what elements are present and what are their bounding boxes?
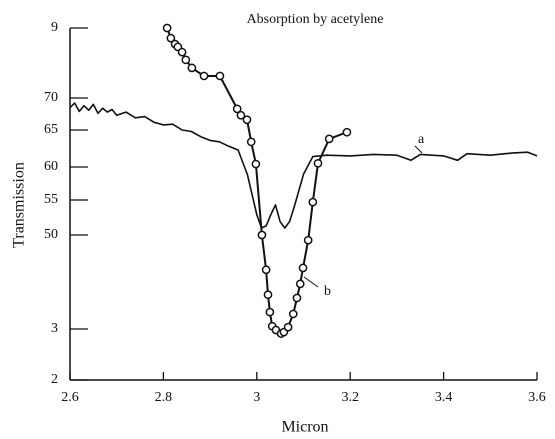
data-point — [261, 265, 271, 275]
data-point — [246, 137, 256, 147]
y-tick-label: 9 — [51, 20, 58, 35]
data-point — [298, 263, 308, 273]
data-point — [181, 55, 191, 65]
leader-line — [303, 276, 319, 288]
y-tick-label: 65 — [44, 122, 58, 137]
x-tick-label: 3 — [253, 390, 260, 405]
data-point — [187, 63, 197, 73]
data-point — [199, 71, 209, 81]
data-point — [257, 230, 267, 240]
x-tick-label: 3.6 — [528, 390, 546, 405]
series-line — [166, 27, 348, 335]
y-tick-label: 60 — [44, 159, 58, 174]
x-tick-label: 3.4 — [435, 390, 453, 405]
data-point — [308, 197, 318, 207]
data-point — [283, 322, 293, 332]
data-point — [162, 23, 172, 33]
x-axis-label: Micron — [281, 419, 328, 436]
y-tick-label: 70 — [44, 90, 58, 105]
data-point — [288, 309, 298, 319]
y-tick-label: 3 — [51, 321, 58, 336]
data-point — [232, 104, 242, 114]
data-point — [342, 127, 352, 137]
annotation: b — [324, 284, 331, 299]
data-point — [166, 33, 176, 43]
x-tick-label: 3.2 — [341, 390, 359, 405]
y-tick-label: 2 — [51, 372, 58, 387]
leader-line — [414, 145, 423, 154]
series-line — [69, 102, 538, 229]
data-point — [303, 235, 313, 245]
data-point — [177, 47, 187, 57]
x-tick-label: 2.6 — [61, 390, 79, 405]
data-point — [236, 110, 246, 120]
annotation: a — [418, 132, 425, 147]
data-point — [215, 71, 225, 81]
y-axis-label: Transmission — [11, 162, 28, 248]
data-point — [313, 158, 323, 168]
data-point — [242, 115, 252, 125]
x-tick-label: 2.8 — [155, 390, 173, 405]
data-point — [251, 159, 261, 169]
y-tick-label: 50 — [44, 227, 58, 242]
data-point — [265, 307, 275, 317]
y-tick-label: 55 — [44, 192, 58, 207]
data-point — [292, 293, 302, 303]
data-point — [324, 134, 334, 144]
data-point — [263, 290, 273, 300]
chart-title: Absorption by acetylene — [247, 12, 384, 27]
data-point — [295, 279, 305, 289]
